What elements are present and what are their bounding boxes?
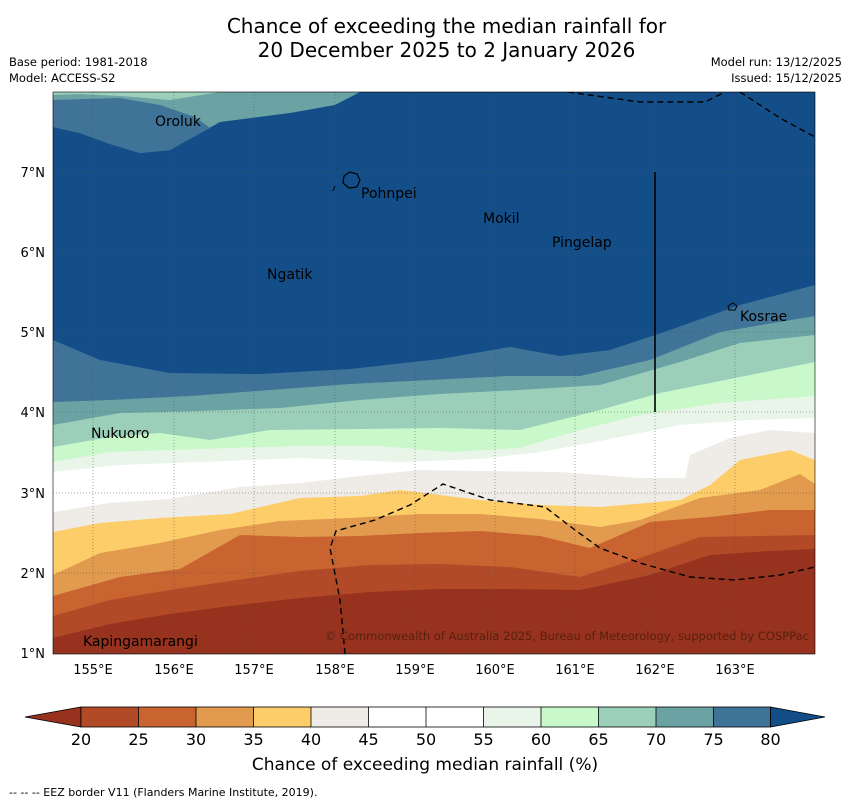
lon-label: 160°E	[475, 663, 515, 678]
meta-right: Model run: 13/12/2025 Issued: 15/12/2025	[711, 54, 842, 86]
colorbar-tick: 25	[128, 730, 148, 749]
colorbar-swatch	[253, 707, 311, 727]
band-below20	[53, 549, 815, 654]
lon-label: 159°E	[395, 663, 435, 678]
colorbar-swatch	[426, 707, 484, 727]
lon-label: 155°E	[73, 663, 113, 678]
place-label: Ngatik	[267, 267, 313, 283]
colorbar-swatch	[713, 707, 771, 727]
longitude-axis: 155°E 156°E 157°E 158°E 159°E 160°E 161°…	[73, 663, 755, 678]
colorbar-swatch	[483, 707, 541, 727]
rainfall-probability-field	[53, 92, 815, 654]
issued-date: Issued: 15/12/2025	[731, 71, 842, 85]
lat-label: 7°N	[21, 166, 46, 181]
place-label: Pohnpei	[361, 186, 417, 202]
colorbar-swatch	[541, 707, 599, 727]
title-line-2: 20 December 2025 to 2 January 2026	[257, 38, 636, 62]
colorbar-swatch	[368, 707, 426, 727]
colorbar-below-arrow	[24, 706, 82, 728]
lat-label: 5°N	[21, 326, 46, 341]
colorbar-swatch	[311, 707, 369, 727]
place-label: Kapingamarangi	[83, 634, 198, 650]
lon-label: 157°E	[234, 663, 274, 678]
place-label: Kosrae	[740, 309, 787, 325]
lon-label: 162°E	[635, 663, 675, 678]
place-labels: Oroluk Pohnpei Mokil Pingelap Ngatik Kos…	[83, 114, 787, 650]
colorbar-tick: 80	[760, 730, 780, 749]
lon-label: 163°E	[715, 663, 755, 678]
copyright-notice: © Commonwealth of Australia 2025, Bureau…	[325, 629, 809, 643]
colorbar-swatch	[81, 707, 139, 727]
colorbar-tick: 45	[358, 730, 378, 749]
map-frame	[52, 91, 816, 655]
eez-borders	[329, 92, 815, 654]
band-75-80-top	[53, 98, 210, 153]
place-label: Oroluk	[155, 114, 202, 130]
graticule	[53, 92, 815, 654]
base-period: Base period: 1981-2018	[9, 55, 148, 69]
model-name: Model: ACCESS-S2	[9, 71, 116, 85]
colorbar-tick: 70	[646, 730, 666, 749]
colorbar-tick: 60	[531, 730, 551, 749]
colorbar-tick: 20	[71, 730, 91, 749]
model-run: Model run: 13/12/2025	[710, 55, 842, 69]
place-label: Nukuoro	[91, 426, 149, 442]
kosrae-island-outline	[727, 302, 738, 311]
latitude-axis: 1°N 2°N 3°N 4°N 5°N 6°N 7°N	[21, 166, 46, 662]
colorbar-title: Chance of exceeding median rainfall (%)	[251, 755, 599, 775]
place-label: Mokil	[483, 211, 520, 227]
lat-label: 2°N	[21, 567, 46, 582]
lat-label: 4°N	[21, 406, 46, 421]
colorbar-swatch	[656, 707, 714, 727]
colorbar-swatch	[598, 707, 656, 727]
title-line-1: Chance of exceeding the median rainfall …	[226, 14, 667, 38]
place-label: Pingelap	[552, 235, 612, 251]
colorbar-tick: 40	[301, 730, 321, 749]
colorbar-tick: 75	[703, 730, 723, 749]
band-65-70-top	[53, 92, 220, 100]
pohnpei-island-outline	[342, 171, 361, 189]
lon-label: 156°E	[154, 663, 194, 678]
chart-title: Chance of exceeding the median rainfall …	[0, 14, 850, 62]
lat-label: 1°N	[21, 647, 46, 662]
colorbar-tick: 55	[473, 730, 493, 749]
colorbar-tick: 30	[186, 730, 206, 749]
eez-footnote: -- -- -- EEZ border V11 (Flanders Marine…	[9, 786, 318, 799]
colorbar-swatch	[138, 707, 196, 727]
colorbar: 20 25 30 35 40 45 50 55 60 65 70 75 80	[24, 706, 826, 749]
lon-label: 158°E	[315, 663, 355, 678]
colorbar-above-arrow	[770, 706, 826, 728]
lat-label: 3°N	[21, 487, 46, 502]
meta-left: Base period: 1981-2018 Model: ACCESS-S2	[9, 54, 148, 86]
colorbar-tick: 35	[243, 730, 263, 749]
colorbar-tick: 65	[588, 730, 608, 749]
colorbar-tick: 50	[416, 730, 436, 749]
colorbar-swatch	[196, 707, 254, 727]
island-marker	[332, 185, 336, 192]
lon-label: 161°E	[555, 663, 595, 678]
lat-label: 6°N	[21, 246, 46, 261]
